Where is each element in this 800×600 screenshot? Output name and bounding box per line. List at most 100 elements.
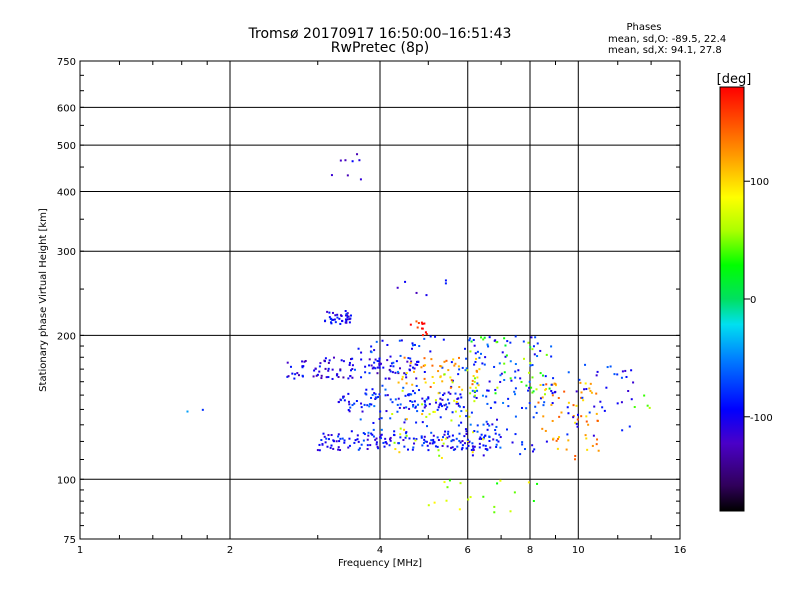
data-point [545,440,548,443]
data-point [432,441,435,444]
data-point [472,375,475,378]
data-point [590,391,593,394]
data-point [584,382,587,385]
data-point [396,370,399,373]
data-point [342,376,345,379]
data-point [469,350,472,353]
data-point [331,377,334,380]
data-point [494,432,497,435]
data-point [442,436,445,439]
data-point [557,397,560,400]
data-point [542,383,545,386]
data-point [545,388,548,391]
data-point [424,440,427,443]
data-point [398,442,401,445]
data-point [478,368,481,371]
data-point [408,407,411,410]
data-point [605,386,608,389]
data-point [412,437,415,440]
data-point [445,408,448,411]
data-point [376,445,379,448]
data-point [588,387,591,390]
data-point [322,432,325,435]
data-point [426,444,429,447]
data-point [397,372,400,375]
data-point [552,437,555,440]
data-point [484,356,487,359]
data-point [315,374,318,377]
data-point [398,406,401,409]
data-point [532,416,535,419]
data-point [405,376,408,379]
data-point [370,345,373,348]
plot-grid [80,61,680,539]
data-point [621,429,624,432]
data-point [536,342,539,345]
data-point [507,397,510,400]
data-point [302,365,305,368]
data-point [372,435,375,438]
data-point [534,405,537,408]
data-point [468,339,471,342]
data-point [609,365,612,368]
data-point [522,340,525,343]
data-point [433,410,436,413]
data-point [474,352,477,355]
data-point [475,396,478,399]
data-point [398,367,401,370]
data-point [372,428,375,431]
data-point [416,363,419,366]
data-point [406,360,409,363]
data-point [527,389,530,392]
data-point [375,443,378,446]
data-point [318,370,321,373]
data-point [376,372,379,375]
data-point [411,448,414,451]
data-point [451,381,454,384]
data-point [348,437,351,440]
data-point [471,451,474,454]
data-point [543,393,546,396]
data-point [567,401,570,404]
data-point [303,360,306,363]
data-point [339,368,342,371]
data-point [432,434,435,437]
data-point [539,397,542,400]
data-point [450,419,453,422]
data-point [471,389,474,392]
data-point [427,396,430,399]
data-point [438,454,441,457]
data-point [370,396,373,399]
data-point [396,403,399,406]
data-point [327,434,330,437]
data-point [320,439,323,442]
data-point [404,373,407,376]
data-point [478,442,481,445]
data-point [410,393,413,396]
data-point [340,359,343,362]
data-point [525,407,528,410]
data-point [337,401,340,404]
data-point [648,406,651,409]
data-point [332,447,335,450]
data-point [585,388,588,391]
data-point [479,352,482,355]
data-point [371,388,374,391]
data-point [404,436,407,439]
data-point [449,386,452,389]
data-point [389,355,392,358]
data-point [374,393,377,396]
data-point [514,363,517,366]
data-point [514,415,517,418]
data-point [384,437,387,440]
data-point [537,401,540,404]
data-point [364,365,367,368]
data-point [509,377,512,380]
data-points [186,153,651,514]
data-point [576,425,579,428]
data-point [482,454,485,457]
data-point [447,433,450,436]
data-point [347,446,350,449]
data-point [381,384,384,387]
data-point [410,360,413,363]
